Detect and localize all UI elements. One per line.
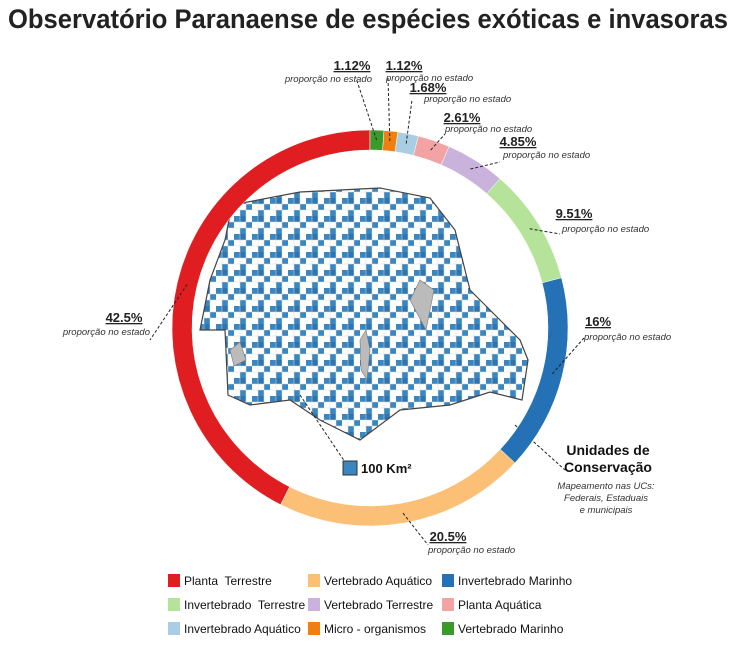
value-label: 20.5% xyxy=(430,529,467,544)
value-label: 1.68% xyxy=(410,80,447,95)
legend-label: Invertebrado Terrestre xyxy=(184,598,305,612)
legend-label: Planta Aquática xyxy=(458,598,542,612)
label-note: proporção no estado xyxy=(583,332,671,343)
value-label: 4.85% xyxy=(500,134,537,149)
value-label: 1.12% xyxy=(334,58,371,73)
conservation-units xyxy=(229,279,435,381)
chart-title: Observatório Paranaense de espécies exót… xyxy=(8,4,728,34)
conservation-note: Mapeamento nas UCs: xyxy=(557,481,655,492)
label-leader xyxy=(430,133,446,151)
legend-label: Invertebrado Aquático xyxy=(184,622,301,636)
legend-swatch xyxy=(442,574,454,587)
legend-swatch xyxy=(308,574,320,587)
label-note: proporção no estado xyxy=(444,124,532,135)
donut-segment xyxy=(440,146,501,195)
label-leader xyxy=(470,161,501,170)
donut-segment xyxy=(171,129,371,506)
donut-segment xyxy=(382,130,399,153)
label-leader xyxy=(387,77,391,142)
label-note: proporção no estado xyxy=(385,73,473,84)
legend-swatch xyxy=(168,598,180,611)
legend-swatch xyxy=(308,598,320,611)
legend-swatch xyxy=(442,598,454,611)
value-label: 2.61% xyxy=(444,110,481,125)
legend-label: Micro - organismos xyxy=(324,622,426,636)
label-note: proporção no estado xyxy=(62,327,150,338)
label-leader xyxy=(405,99,413,144)
label-note: proporção no estado xyxy=(284,74,372,85)
label-leader xyxy=(529,228,561,235)
legend-swatch xyxy=(308,622,320,635)
state-map xyxy=(199,187,529,441)
label-note: proporção no estado xyxy=(502,150,590,161)
label-note: proporção no estado xyxy=(561,224,649,235)
conservation-note: e municipais xyxy=(580,505,633,516)
conservation-title: Conservação xyxy=(564,459,652,475)
label-leader xyxy=(355,77,378,141)
donut-segment xyxy=(369,129,385,151)
donut-segment xyxy=(486,178,562,284)
legend-label: Invertebrado Marinho xyxy=(458,574,572,588)
conservation-note: Federais, Estaduais xyxy=(564,493,648,504)
scale-leader xyxy=(299,394,346,463)
label-leader xyxy=(149,284,188,341)
legend-label: Vertebrado Terrestre xyxy=(324,598,433,612)
legend-label: Planta Terrestre xyxy=(184,574,272,588)
legend-label: Vertebrado Marinho xyxy=(458,622,564,636)
legend-swatch xyxy=(168,574,180,587)
label-note: proporção no estado xyxy=(427,545,515,556)
value-label: 16% xyxy=(585,314,611,329)
legend-swatch xyxy=(168,622,180,635)
scale-box xyxy=(342,460,358,476)
scale-label: 100 Km² xyxy=(361,461,412,476)
value-label: 42.5% xyxy=(106,310,143,325)
label-leader xyxy=(402,512,429,546)
map: 100 Km² Unidades de Conservação Mapeamen… xyxy=(199,187,655,516)
legend-label: Vertebrado Aquático xyxy=(324,574,432,588)
conservation-title: Unidades de xyxy=(566,442,649,458)
value-label: 9.51% xyxy=(556,206,593,221)
label-leader xyxy=(551,337,585,375)
legend-swatch xyxy=(442,622,454,635)
label-note: proporção no estado xyxy=(423,94,511,105)
value-label: 1.12% xyxy=(386,58,423,73)
